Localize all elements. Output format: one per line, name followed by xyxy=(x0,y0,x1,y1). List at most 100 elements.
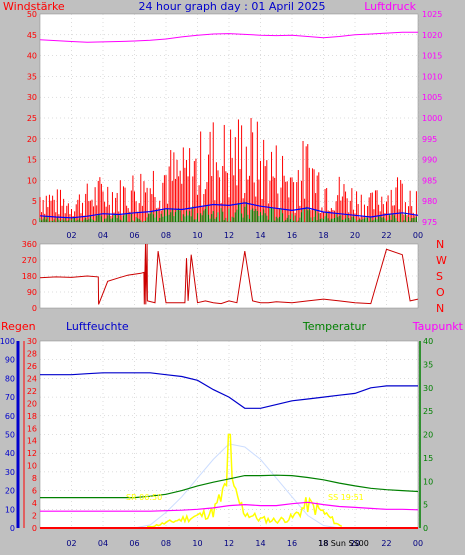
humidity-tick-label: 20 xyxy=(5,487,15,496)
temperature-tick-label: 5 xyxy=(423,501,428,510)
direction-tick-label: 180 xyxy=(22,272,37,281)
hour-tick-label: 20 xyxy=(350,539,360,548)
hour-tick-label: 12 xyxy=(224,231,234,240)
pressure-tick-label: 1025 xyxy=(422,10,442,19)
rain-axis-title: Regen xyxy=(1,320,36,333)
rain-tick-label: 24 xyxy=(27,374,37,383)
hour-tick-label: 14 xyxy=(255,539,265,548)
hour-tick-label: 08 xyxy=(161,231,171,240)
rain-tick-label: 2 xyxy=(32,512,37,521)
compass-label: S xyxy=(436,270,443,283)
wind-tick-label: 45 xyxy=(27,31,37,40)
rain-tick-label: 12 xyxy=(27,449,37,458)
sunrise-label: SR 06:50 xyxy=(126,493,162,502)
wind-tick-label: 30 xyxy=(27,93,37,102)
direction-tick-label: 90 xyxy=(27,288,37,297)
pressure-tick-label: 1015 xyxy=(422,52,442,61)
wind-tick-label: 5 xyxy=(32,197,37,206)
rain-tick-label: 18 xyxy=(27,412,37,421)
humidity-tick-label: 90 xyxy=(5,356,15,365)
rain-tick-label: 20 xyxy=(27,399,37,408)
pressure-tick-label: 985 xyxy=(422,176,437,185)
humidity-tick-label: 40 xyxy=(5,449,15,458)
rain-tick-label: 26 xyxy=(27,362,37,371)
dewpoint-line xyxy=(40,501,419,512)
wind-direction-line xyxy=(39,243,419,305)
dewpoint-axis-title: Taupunkt xyxy=(412,320,464,333)
humidity-tick-label: 100 xyxy=(0,337,15,346)
hour-tick-label: 16 xyxy=(287,539,297,548)
compass-label: O xyxy=(436,286,445,299)
compass-label: N xyxy=(436,238,444,251)
chart-title: 24 hour graph day : 01 April 2025 xyxy=(139,0,326,13)
temperature-tick-label: 40 xyxy=(423,337,433,346)
hour-tick-label: 10 xyxy=(192,231,202,240)
wind-tick-label: 10 xyxy=(27,176,37,185)
humidity-axis: 0 10 20 30 40 50 60 70 80 90 100 xyxy=(0,337,20,533)
rain-tick-label: 8 xyxy=(32,474,37,483)
solar-line xyxy=(146,433,343,528)
compass-label: N xyxy=(436,302,444,315)
wind-average-line xyxy=(39,202,419,219)
humidity-line xyxy=(40,372,418,409)
temperature-tick-label: 35 xyxy=(423,360,433,369)
humidity-tick-label: 30 xyxy=(5,468,15,477)
wind-panel-grid xyxy=(40,14,419,222)
climate-series xyxy=(40,372,419,529)
direction-tick-label: 270 xyxy=(22,256,37,265)
wind-tick-label: 0 xyxy=(32,218,37,227)
wind-speed-axis: 0 5 10 15 20 25 30 35 40 45 50 xyxy=(27,10,37,227)
temperature-tick-label: 10 xyxy=(423,477,433,486)
wind-tick-label: 50 xyxy=(27,10,37,19)
humidity-tick-label: 70 xyxy=(5,393,15,402)
pressure-axis: 975 980 985 990 995 1000 1005 1010 1015 1020 1025 xyxy=(422,10,442,227)
hour-tick-label: 06 xyxy=(129,539,139,548)
pressure-tick-label: 1020 xyxy=(422,31,442,40)
wind-tick-label: 35 xyxy=(27,72,37,81)
hour-tick-label: 02 xyxy=(66,231,76,240)
rain-tick-label: 0 xyxy=(32,524,37,533)
hour-tick-label: 12 xyxy=(224,539,234,548)
wind-pressure-series xyxy=(39,31,419,222)
hour-tick-label: 00 xyxy=(413,231,423,240)
rain-tick-label: 30 xyxy=(27,337,37,346)
hour-tick-label: 18 xyxy=(318,231,328,240)
hour-tick-label: 22 xyxy=(381,231,391,240)
temperature-tick-label: 20 xyxy=(423,431,433,440)
pressure-tick-label: 975 xyxy=(422,218,437,227)
rain-tick-label: 4 xyxy=(32,499,37,508)
hour-tick-label: 20 xyxy=(350,231,360,240)
rain-tick-label: 10 xyxy=(27,462,37,471)
direction-tick-label: 360 xyxy=(22,240,37,249)
humidity-tick-label: 10 xyxy=(5,505,15,514)
rain-tick-label: 14 xyxy=(27,437,37,446)
hour-tick-label: 06 xyxy=(129,231,139,240)
hour-tick-label: 04 xyxy=(98,231,108,240)
temperature-tick-label: 25 xyxy=(423,407,433,416)
wind-tick-label: 25 xyxy=(27,114,37,123)
sunset-label: SS 19:51 xyxy=(328,493,364,502)
pressure-line xyxy=(39,31,418,43)
direction-axis: 0 90 180 270 360 xyxy=(22,240,37,313)
rain-tick-label: 22 xyxy=(27,387,37,396)
hour-axis-top: 02 04 06 08 10 12 14 16 18 20 22 00 xyxy=(66,231,423,240)
pressure-axis-title: Luftdruck xyxy=(364,0,416,13)
humidity-tick-label: 80 xyxy=(5,374,15,383)
temperature-tick-label: 30 xyxy=(423,384,433,393)
wind-axis-title: Windstärke xyxy=(3,0,65,13)
temperature-axis-title: Temperatur xyxy=(302,320,367,333)
wind-tick-label: 15 xyxy=(27,156,37,165)
hour-tick-label: 08 xyxy=(161,539,171,548)
rain-tick-label: 28 xyxy=(27,349,37,358)
pressure-tick-label: 980 xyxy=(422,197,437,206)
hour-tick-label: 00 xyxy=(413,539,423,548)
temperature-axis: 0 5 10 15 20 25 30 35 40 xyxy=(419,337,433,533)
pressure-tick-label: 990 xyxy=(422,156,437,165)
wind-tick-label: 20 xyxy=(27,135,37,144)
hour-tick-label: 18 xyxy=(318,539,328,548)
pressure-tick-label: 1010 xyxy=(422,72,442,81)
pressure-tick-label: 1000 xyxy=(422,114,442,123)
